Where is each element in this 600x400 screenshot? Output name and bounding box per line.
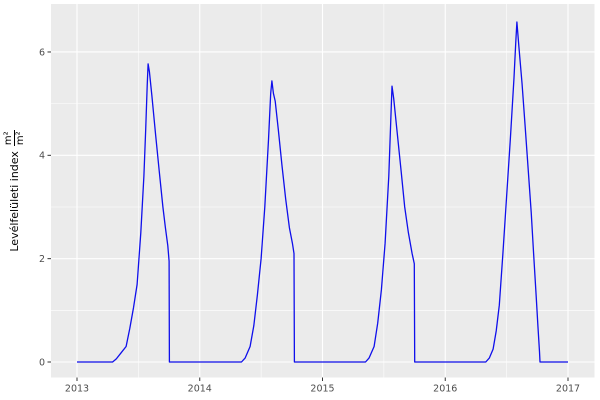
x-tick-label: 2016 — [433, 384, 457, 395]
y-tick-label: 2 — [39, 254, 45, 265]
x-tick-label: 2015 — [310, 384, 334, 395]
x-tick-label: 2013 — [65, 384, 89, 395]
y-axis-title-fraction: m² m² — [2, 130, 26, 147]
y-tick-label: 4 — [39, 151, 45, 162]
lai-series-line — [77, 21, 568, 363]
x-tick-label: 2017 — [556, 384, 580, 395]
y-tick-label: 6 — [39, 47, 45, 58]
y-axis-title-text: Levélfelületi index — [7, 151, 21, 252]
y-axis-title: Levélfelületi index m² m² — [0, 101, 28, 281]
x-tick-label: 2014 — [188, 384, 212, 395]
fraction-denominator: m² — [14, 131, 26, 146]
y-tick-label: 0 — [39, 357, 45, 368]
fraction-numerator: m² — [2, 130, 15, 147]
